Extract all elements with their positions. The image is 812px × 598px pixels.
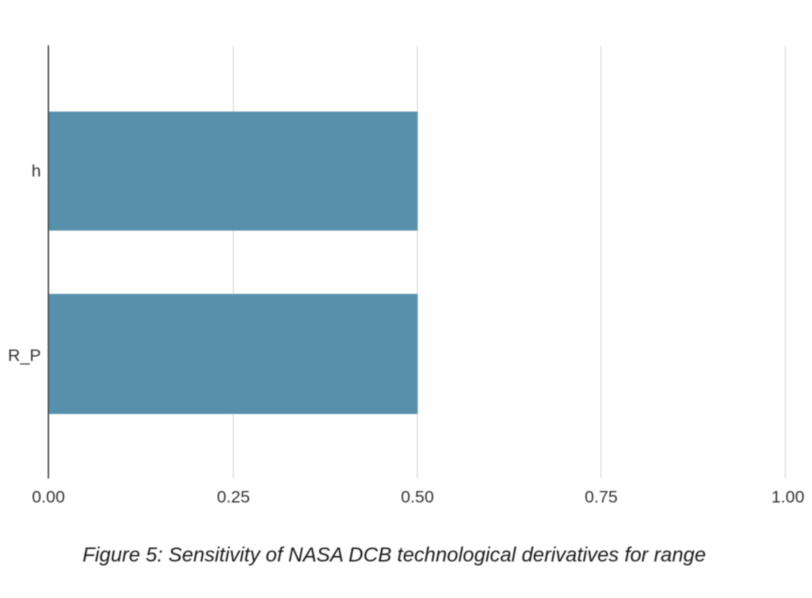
svg-text:1.00: 1.00 (771, 488, 804, 507)
svg-text:0.75: 0.75 (585, 488, 618, 507)
svg-text:0.50: 0.50 (401, 488, 434, 507)
svg-text:h: h (32, 161, 41, 180)
svg-text:Figure 5: Sensitivity of NASA: Figure 5: Sensitivity of NASA DCB techno… (82, 545, 705, 567)
svg-text:R_P: R_P (8, 346, 41, 365)
svg-text:0.25: 0.25 (217, 488, 250, 507)
svg-text:0.00: 0.00 (32, 488, 65, 507)
